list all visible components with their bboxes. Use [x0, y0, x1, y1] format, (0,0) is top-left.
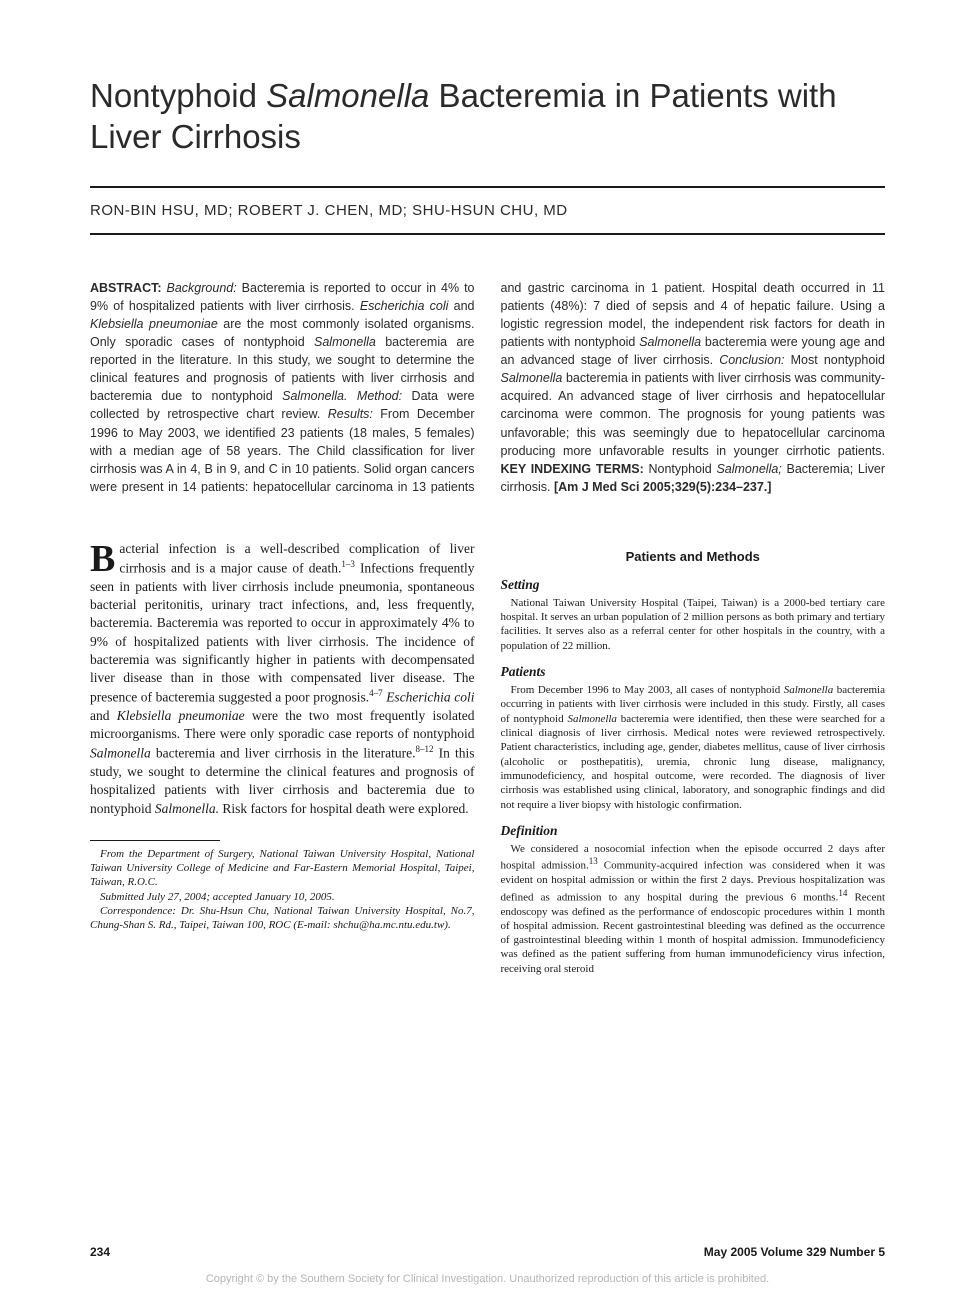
- dropcap: B: [90, 540, 119, 575]
- abstract-citation: [Am J Med Sci 2005;329(5):234–237.]: [554, 480, 771, 494]
- con-label: Conclusion:: [719, 353, 784, 367]
- title-italic: Salmonella: [266, 77, 429, 114]
- abstract-block: ABSTRACT: Background: Bacteremia is repo…: [90, 279, 885, 497]
- title-part-1: Nontyphoid: [90, 77, 266, 114]
- footnote-correspondence: Correspondence: Dr. Shu-Hsun Chu, Nation…: [90, 904, 475, 933]
- page-number: 234: [90, 1245, 110, 1259]
- intro-paragraph: Bacterial infection is a well-described …: [90, 540, 475, 818]
- bg-label: Background:: [167, 281, 237, 295]
- patients-subhead: Patients: [501, 663, 886, 681]
- article-title: Nontyphoid Salmonella Bacteremia in Pati…: [90, 75, 885, 158]
- footnote-dates: Submitted July 27, 2004; accepted Januar…: [90, 890, 475, 904]
- body-columns: Bacterial infection is a well-described …: [90, 540, 885, 976]
- footnote-affiliation: From the Department of Surgery, National…: [90, 847, 475, 890]
- definition-paragraph: We considered a nosocomial infection whe…: [501, 842, 886, 976]
- abstract-label: ABSTRACT:: [90, 281, 162, 295]
- abstract-text: ABSTRACT: Background: Bacteremia is repo…: [90, 279, 885, 497]
- issue-info: May 2005 Volume 329 Number 5: [704, 1245, 885, 1259]
- res-label: Results:: [328, 407, 373, 421]
- authors-line: RON-BIN HSU, MD; ROBERT J. CHEN, MD; SHU…: [90, 188, 885, 233]
- rule-bottom: [90, 233, 885, 235]
- page-footer: 234 May 2005 Volume 329 Number 5: [90, 1245, 885, 1259]
- footnote-rule: [90, 840, 220, 841]
- definition-subhead: Definition: [501, 822, 886, 840]
- key-label: KEY INDEXING TERMS:: [501, 462, 644, 476]
- setting-paragraph: National Taiwan University Hospital (Tai…: [501, 596, 886, 653]
- setting-subhead: Setting: [501, 576, 886, 594]
- copyright-line: Copyright © by the Southern Society for …: [0, 1273, 975, 1285]
- patients-paragraph: From December 1996 to May 2003, all case…: [501, 683, 886, 812]
- methods-heading: Patients and Methods: [501, 548, 886, 566]
